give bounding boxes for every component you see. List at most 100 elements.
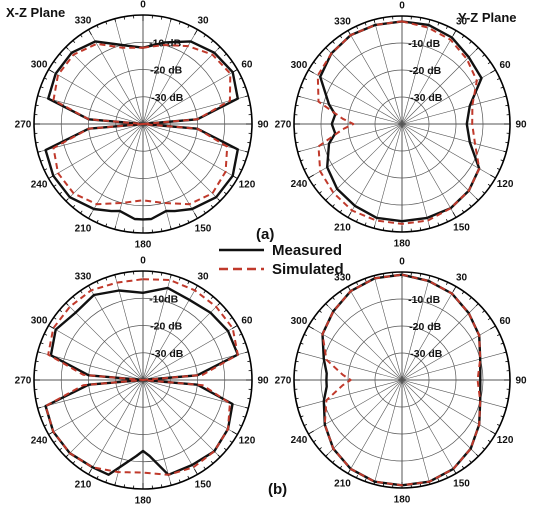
angle-label: 180 bbox=[394, 495, 411, 506]
outer-tick bbox=[48, 325, 54, 329]
angle-label: 180 bbox=[135, 496, 152, 507]
grid-spoke bbox=[142, 379, 198, 475]
grid-spoke bbox=[142, 379, 238, 435]
outer-tick bbox=[35, 104, 39, 106]
angle-label: 240 bbox=[291, 179, 308, 190]
grid-spoke bbox=[401, 123, 507, 153]
outer-tick bbox=[170, 226, 172, 230]
outer-tick bbox=[325, 47, 329, 51]
outer-tick bbox=[123, 484, 125, 488]
outer-tick bbox=[72, 40, 76, 44]
outer-tick bbox=[114, 18, 116, 22]
polar-plot-a-yz: -10 dB -20 dB -30 dB 0 30 60 90 120 150 180 210 240… bbox=[275, 1, 527, 250]
outer-tick bbox=[437, 22, 440, 26]
outer-tick bbox=[232, 431, 238, 435]
simulated-pattern-trace bbox=[316, 20, 481, 225]
angle-label: 270 bbox=[275, 120, 292, 131]
grid-spoke bbox=[401, 123, 479, 201]
outer-tick bbox=[382, 227, 385, 231]
grid-spoke bbox=[401, 47, 479, 125]
outer-tick bbox=[469, 41, 472, 44]
legend-simulated-label: Simulated bbox=[272, 261, 344, 278]
outer-tick bbox=[446, 25, 449, 30]
outer-tick bbox=[96, 281, 99, 285]
outer-tick bbox=[48, 69, 54, 73]
grid-spoke bbox=[142, 123, 221, 202]
outer-tick bbox=[53, 317, 57, 320]
grid-spoke bbox=[373, 19, 403, 125]
outer-tick bbox=[187, 219, 190, 223]
outer-tick bbox=[319, 310, 322, 313]
grid-spoke bbox=[308, 325, 403, 381]
grid-spoke bbox=[65, 46, 144, 125]
outer-tick bbox=[247, 142, 251, 144]
outer-tick bbox=[419, 227, 422, 231]
grid-spoke bbox=[401, 379, 431, 485]
outer-tick bbox=[65, 302, 69, 306]
grid-spoke bbox=[114, 379, 144, 486]
panel-label-b: (b) bbox=[268, 481, 287, 498]
grid-spoke bbox=[308, 379, 403, 435]
outer-tick bbox=[295, 360, 299, 363]
angle-label: 240 bbox=[31, 436, 48, 447]
grid-spoke bbox=[114, 274, 144, 381]
grid-spoke bbox=[114, 18, 144, 125]
outer-tick bbox=[40, 159, 44, 162]
outer-tick bbox=[496, 77, 501, 80]
outer-tick bbox=[355, 218, 358, 223]
outer-tick bbox=[178, 223, 181, 227]
outer-tick bbox=[496, 168, 501, 171]
outer-tick bbox=[437, 222, 440, 226]
outer-tick bbox=[308, 325, 314, 330]
outer-tick bbox=[482, 191, 485, 194]
outer-tick bbox=[490, 430, 496, 435]
outer-tick bbox=[44, 168, 48, 171]
angle-label: 150 bbox=[453, 223, 470, 234]
outer-tick bbox=[217, 46, 221, 50]
outer-tick bbox=[452, 30, 457, 36]
outer-tick bbox=[496, 333, 501, 336]
outer-tick bbox=[364, 478, 367, 482]
outer-tick bbox=[72, 296, 76, 300]
outer-tick bbox=[308, 174, 314, 179]
outer-tick bbox=[210, 40, 214, 44]
outer-tick bbox=[339, 209, 343, 213]
outer-tick bbox=[475, 453, 479, 457]
radial-tick-label: -30 dB bbox=[410, 92, 443, 104]
outer-tick bbox=[37, 95, 41, 97]
outer-tick bbox=[53, 184, 57, 187]
outer-tick bbox=[313, 439, 317, 443]
grid-spoke bbox=[325, 123, 403, 201]
outer-tick bbox=[80, 290, 83, 294]
outer-tick bbox=[242, 415, 246, 418]
angle-label: 270 bbox=[275, 376, 292, 387]
outer-tick bbox=[238, 77, 242, 80]
grid-spoke bbox=[142, 379, 172, 486]
outer-tick bbox=[505, 104, 509, 107]
legend-measured-label: Measured bbox=[272, 242, 342, 259]
angle-label: 0 bbox=[399, 257, 405, 268]
outer-tick bbox=[505, 360, 509, 363]
outer-tick bbox=[355, 474, 358, 479]
outer-tick bbox=[503, 406, 507, 409]
outer-tick bbox=[203, 466, 206, 470]
outer-tick bbox=[217, 454, 221, 458]
grid-spoke bbox=[142, 123, 238, 179]
outer-tick bbox=[295, 141, 299, 144]
outer-tick bbox=[96, 219, 99, 223]
angle-label: 150 bbox=[195, 479, 212, 490]
grid-spoke bbox=[401, 275, 431, 381]
outer-tick bbox=[300, 86, 304, 89]
outer-tick bbox=[88, 213, 92, 219]
outer-tick bbox=[187, 281, 190, 285]
radial-tick-label: -30 dB bbox=[151, 348, 184, 360]
outer-tick bbox=[223, 53, 227, 57]
outer-tick bbox=[496, 424, 501, 427]
outer-tick bbox=[229, 317, 233, 320]
angle-label: 30 bbox=[456, 16, 468, 27]
panel-label-a: (a) bbox=[256, 226, 274, 243]
angle-label: 0 bbox=[399, 1, 405, 12]
grid-spoke bbox=[48, 379, 144, 435]
simulated-pattern-trace bbox=[44, 278, 239, 476]
outer-tick bbox=[490, 325, 496, 330]
